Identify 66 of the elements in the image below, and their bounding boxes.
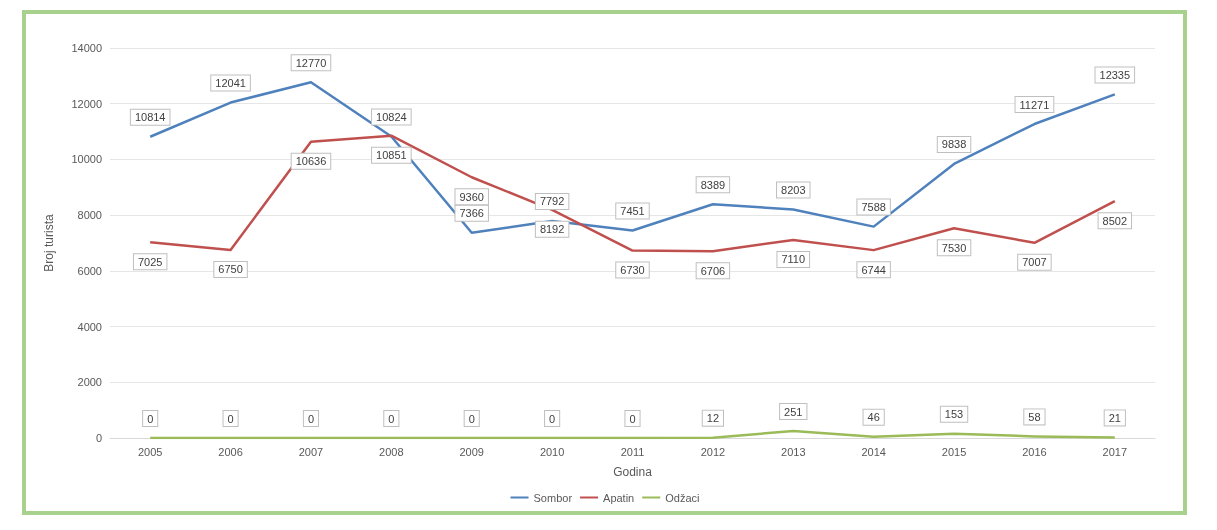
data-label: 7007 xyxy=(1022,256,1047,269)
data-label: 6750 xyxy=(218,263,243,276)
data-label: 0 xyxy=(468,412,475,425)
x-axis-title: Godina xyxy=(613,465,653,479)
data-label: 8389 xyxy=(700,178,726,191)
data-label: 153 xyxy=(944,408,964,421)
data-label: 11271 xyxy=(1019,98,1050,111)
y-tick-label: 12000 xyxy=(71,97,102,110)
data-label: 9360 xyxy=(459,190,484,203)
data-label: 10636 xyxy=(295,155,327,168)
data-label: 8192 xyxy=(539,223,565,236)
data-label: 0 xyxy=(549,412,556,425)
data-label: 10824 xyxy=(376,110,407,123)
x-tick-label: 2008 xyxy=(379,445,404,458)
line-series xyxy=(148,429,1117,440)
x-tick-label: 2007 xyxy=(298,445,324,458)
data-label: 8203 xyxy=(781,183,806,196)
legend-label: Odžaci xyxy=(665,491,700,504)
data-label: 12 xyxy=(706,412,720,425)
data-label: 7588 xyxy=(861,201,886,214)
x-tick-label: 2016 xyxy=(1022,445,1047,458)
data-label: 7025 xyxy=(137,255,163,268)
y-axis-title: Broj turista xyxy=(42,214,56,272)
x-tick-label: 2014 xyxy=(861,445,886,458)
y-tick-label: 0 xyxy=(95,432,102,444)
legend-label: Sombor xyxy=(533,491,573,504)
data-label: 12041 xyxy=(215,77,246,90)
x-tick-label: 2015 xyxy=(941,445,967,458)
data-label: 7451 xyxy=(620,204,645,217)
data-label: 6706 xyxy=(700,264,726,277)
y-tick-label: 8000 xyxy=(77,209,102,222)
data-label: 12335 xyxy=(1099,68,1131,81)
data-label: 0 xyxy=(147,412,154,425)
data-label: 58 xyxy=(1028,410,1041,423)
x-tick-label: 2010 xyxy=(539,445,565,458)
x-tick-label: 2006 xyxy=(218,445,243,458)
data-label: 46 xyxy=(867,411,880,424)
data-label: 9838 xyxy=(941,138,967,151)
x-tick-label: 2017 xyxy=(1102,445,1128,458)
data-label: 0 xyxy=(629,412,636,425)
data-label: 10814 xyxy=(134,111,166,124)
data-label: 7792 xyxy=(539,195,565,208)
data-label: 12770 xyxy=(295,56,327,69)
data-label: 10851 xyxy=(376,149,407,162)
legend-label: Apatin xyxy=(603,491,635,504)
data-label: 251 xyxy=(784,405,803,418)
data-label: 7110 xyxy=(781,253,806,266)
y-tick-label: 4000 xyxy=(77,320,102,333)
x-tick-label: 2013 xyxy=(781,445,806,458)
data-label: 8502 xyxy=(1102,214,1128,227)
data-label: 21 xyxy=(1108,411,1121,424)
y-tick-label: 14000 xyxy=(71,42,102,54)
x-tick-label: 2009 xyxy=(459,445,484,458)
data-label: 0 xyxy=(307,412,315,425)
y-tick-label: 6000 xyxy=(77,264,102,277)
x-tick-label: 2005 xyxy=(137,445,163,458)
data-label: 6744 xyxy=(861,263,886,276)
y-tick-label: 2000 xyxy=(77,376,102,389)
data-label: 7530 xyxy=(941,241,967,254)
data-label: 6730 xyxy=(620,264,645,277)
x-tick-label: 2012 xyxy=(700,445,726,458)
data-label: 0 xyxy=(388,412,395,425)
x-tick-label: 2011 xyxy=(620,445,645,458)
data-label: 7366 xyxy=(459,207,484,220)
data-label: 0 xyxy=(227,412,234,425)
y-tick-label: 10000 xyxy=(71,153,102,166)
